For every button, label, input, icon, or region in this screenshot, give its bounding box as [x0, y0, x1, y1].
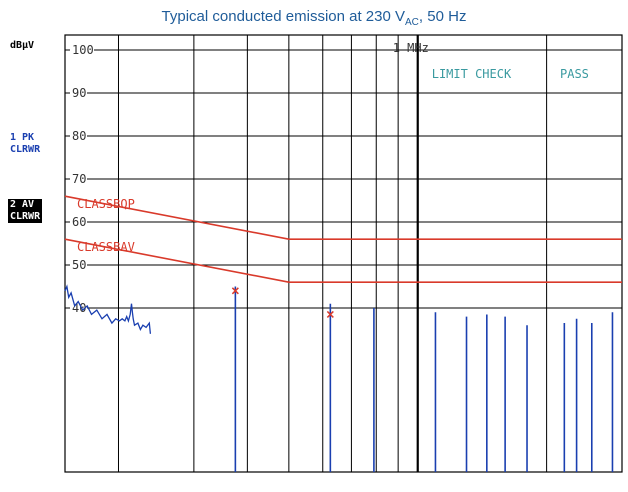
- y-tick-label: 60: [72, 215, 86, 229]
- frequency-marker-label: 1 MHz: [393, 41, 429, 55]
- chart-title: Typical conducted emission at 230 VAC, 5…: [161, 8, 467, 28]
- marker-x: [326, 310, 334, 318]
- chart-grid: [64, 34, 623, 473]
- y-tick-label: 100: [72, 43, 94, 57]
- trace-2-clear-mode: CLRWR: [10, 211, 41, 222]
- y-tick-label: 90: [72, 86, 86, 100]
- trace-1-mode: 1 PK: [10, 132, 35, 143]
- trace-2-mode: 2 AV: [10, 199, 35, 210]
- limit-check-label: LIMIT CHECK: [432, 67, 512, 81]
- tick-bg: [70, 172, 87, 185]
- tick-bg: [70, 129, 87, 142]
- limit-check-result: PASS: [560, 67, 589, 81]
- limit-line-classbqp: [64, 195, 622, 240]
- limit-label-classbqp: CLASSBQP: [77, 197, 135, 211]
- limit-lines: CLASSBQP CLASSBAV: [64, 195, 622, 284]
- y-unit-label: dBµV: [10, 40, 35, 51]
- trace-1-legend: 1 PK CLRWR: [10, 132, 40, 156]
- trace-1-clear-mode: CLRWR: [10, 144, 41, 155]
- marker-x: [231, 287, 239, 295]
- tick-bg: [70, 215, 87, 228]
- limit-line-classbav: [64, 238, 622, 284]
- trace-line: [64, 284, 152, 334]
- y-tick-label: 80: [72, 129, 86, 143]
- trace-series: [64, 284, 614, 472]
- plot-frame: [64, 34, 623, 473]
- trace-2-legend: 2 AV CLRWR: [8, 199, 43, 223]
- tick-bg: [70, 86, 87, 99]
- tick-bg: [70, 258, 87, 271]
- tick-bg: [70, 43, 94, 56]
- limit-label-classbav: CLASSBAV: [77, 240, 135, 254]
- y-tick-label: 50: [72, 258, 86, 272]
- y-tick-label: 70: [72, 172, 86, 186]
